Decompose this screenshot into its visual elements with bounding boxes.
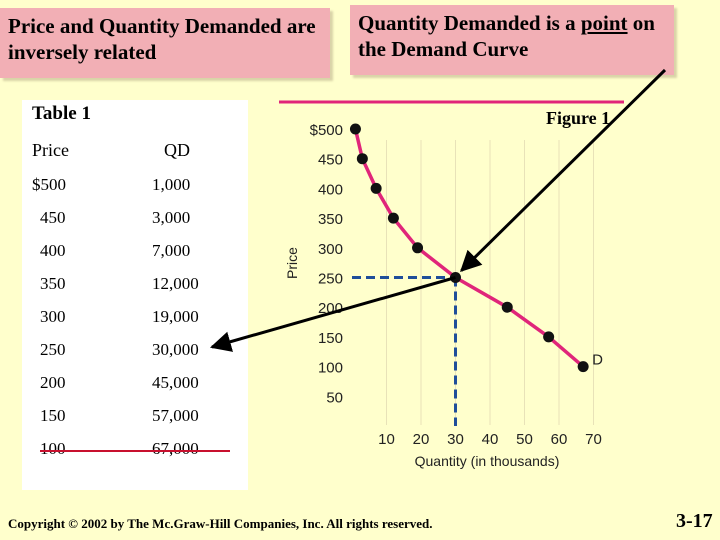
arrow-to-curve-point — [460, 68, 667, 272]
table-cell-price: 350 — [40, 274, 66, 293]
x-tick-label: 60 — [551, 431, 568, 448]
y-tick-label: 400 — [318, 181, 343, 198]
y-tick-label: $500 — [310, 122, 343, 139]
demand-point — [501, 301, 513, 313]
right-title-box: Quantity Demanded is a point on the Dema… — [350, 5, 674, 75]
x-tick-label: 40 — [482, 431, 499, 448]
x-axis-title: Quantity (in thousands) — [415, 453, 560, 469]
x-tick-label: 20 — [413, 431, 430, 448]
table-cell-price: 250 — [40, 340, 66, 359]
x-tick-label: 50 — [516, 431, 533, 448]
right-title-point: point — [580, 11, 628, 35]
table-header-qd: QD — [164, 140, 190, 160]
table-cell-price: $500 — [32, 175, 66, 194]
demand-point — [370, 182, 382, 194]
demand-point — [412, 242, 424, 254]
y-tick-label: 150 — [318, 330, 343, 347]
arrow-to-table-row — [209, 276, 456, 352]
table-cell-qd: 57,000 — [152, 406, 199, 425]
series-label: D — [592, 352, 603, 369]
table-cell-price: 150 — [40, 406, 66, 425]
x-tick-label: 70 — [585, 431, 602, 448]
y-tick-label: 250 — [318, 271, 343, 288]
left-title-box: Price and Quantity Demanded are inversel… — [0, 8, 330, 78]
x-tick-label: 30 — [447, 431, 464, 448]
table-panel: Table 1 Price QD $500 1,000 450 3,000 400 7,0… — [22, 100, 248, 490]
table-cell-qd: 12,000 — [152, 274, 199, 293]
y-tick-label: 100 — [318, 360, 343, 377]
demand-point — [577, 361, 589, 373]
copyright-text: Copyright © 2002 by The Mc.Graw-Hill Com… — [8, 516, 433, 531]
table-cell-qd: 7,000 — [152, 241, 191, 260]
table-cell-qd: 1,000 — [152, 175, 191, 194]
y-tick-label: 350 — [318, 211, 343, 228]
left-title: Price and Quantity Demanded are inversel… — [8, 14, 316, 64]
y-tick-label: 450 — [318, 152, 343, 169]
demand-point — [387, 212, 399, 224]
demand-point — [349, 123, 361, 135]
right-title-suffix: on the Demand Curve — [358, 11, 655, 61]
figure-label: Figure 1 — [546, 108, 611, 128]
table-cell-price: 300 — [40, 307, 66, 326]
price-underline — [40, 450, 230, 452]
demand-point — [543, 331, 555, 343]
table-cell-price: 450 — [40, 208, 66, 227]
table-cell-qd: 19,000 — [152, 307, 199, 326]
demand-curve-line — [353, 128, 585, 368]
table-cell-qd: 30,000 — [152, 340, 199, 359]
demand-point — [356, 153, 368, 165]
slide-number: 3-17 — [676, 510, 713, 532]
table-cell-price: 100 — [40, 439, 66, 458]
table-cell-price: 400 — [40, 241, 66, 260]
y-tick-label: 300 — [318, 241, 343, 258]
table-cell-qd: 3,000 — [152, 208, 191, 227]
table-cell-qd: 45,000 — [152, 373, 199, 392]
table-cell-qd: 67,000 — [152, 439, 199, 458]
table-title: Table 1 — [32, 103, 91, 124]
y-axis-title: Price — [284, 247, 300, 279]
right-title-prefix: Quantity Demanded is a — [358, 11, 581, 35]
y-tick-label: 50 — [326, 389, 343, 406]
table-header-price: Price — [32, 140, 69, 160]
table-cell-price: 200 — [40, 373, 66, 392]
x-tick-label: 10 — [378, 431, 395, 448]
